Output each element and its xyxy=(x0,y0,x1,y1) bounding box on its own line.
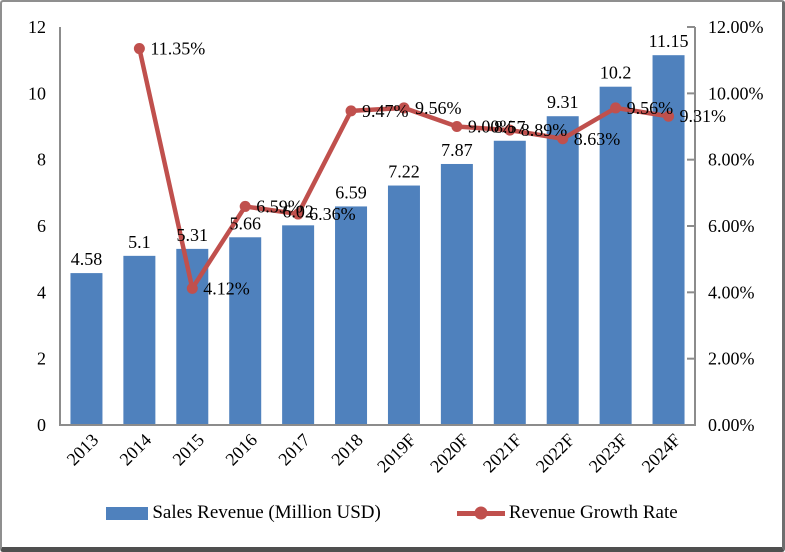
line-point xyxy=(398,102,410,114)
line-value-label: 6.36% xyxy=(309,204,356,224)
chart-legend: Sales Revenue (Million USD) Revenue Grow… xyxy=(2,502,782,524)
right-axis-tick-label: 10.00% xyxy=(708,83,764,103)
left-axis-tick-label: 12 xyxy=(28,17,46,37)
x-axis-category-label: 2016 xyxy=(221,430,261,470)
legend-swatch-dot xyxy=(474,506,488,520)
line-value-label: 4.12% xyxy=(203,278,250,298)
legend-item-sales-revenue: Sales Revenue (Million USD) xyxy=(106,502,381,524)
line-point xyxy=(451,121,463,132)
line-point xyxy=(292,208,304,220)
line-value-label: 9.56% xyxy=(415,98,462,118)
line-value-label: 9.31% xyxy=(680,106,727,126)
right-axis-tick-label: 6.00% xyxy=(708,216,755,236)
bar-sales-revenue xyxy=(546,116,579,426)
right-axis-tick-label: 12.00% xyxy=(708,17,764,37)
line-point xyxy=(557,133,569,145)
line-value-label: 11.35% xyxy=(150,39,205,59)
line-value-label: 9.00% xyxy=(468,117,515,137)
line-point xyxy=(133,43,145,55)
line-value-label: 6.59% xyxy=(256,196,303,216)
bar-sales-revenue xyxy=(387,185,420,425)
bar-value-label: 5.31 xyxy=(177,225,209,245)
bar-value-label: 6.02 xyxy=(282,201,314,221)
line-point xyxy=(186,282,198,294)
chart-canvas: 0 2 4 6 8 10 12 0.00% 2.00% 4.00% 6.00% 8.00% 10.00%… xyxy=(28,17,764,477)
bar-value-label: 7.22 xyxy=(388,162,420,182)
bar-sales-revenue xyxy=(440,163,473,425)
bar-value-label: 4.58 xyxy=(71,249,103,269)
left-axis-tick-label: 2 xyxy=(37,349,46,369)
line-value-label: 9.56% xyxy=(627,98,674,118)
right-axis-tick-label: 2.00% xyxy=(708,349,755,369)
right-axis-tick-label: 0.00% xyxy=(708,415,755,435)
x-axis-category-label: 2022F xyxy=(532,430,579,477)
left-axis-tick-label: 0 xyxy=(37,415,46,435)
bar-value-label: 5.66 xyxy=(229,213,261,233)
x-axis-category-label: 2014 xyxy=(116,430,156,470)
bar-value-label: 9.31 xyxy=(547,92,579,112)
bar-value-label: 8.57 xyxy=(494,117,526,137)
legend-swatch-bar xyxy=(106,506,149,520)
left-axis-tick-label: 6 xyxy=(37,216,46,236)
legend-swatch-line xyxy=(456,506,505,520)
x-axis-category-label: 2019F xyxy=(373,430,420,477)
bar-value-label: 5.1 xyxy=(128,232,151,252)
line-point xyxy=(610,102,622,114)
bar-sales-revenue xyxy=(229,237,262,425)
left-axis-tick-label: 10 xyxy=(28,83,46,103)
bar-sales-revenue xyxy=(493,140,526,426)
x-axis-category-label: 2020F xyxy=(426,430,473,477)
line-point xyxy=(504,124,516,136)
x-axis-category-label: 2018 xyxy=(327,430,367,470)
right-axis-tick-label: 4.00% xyxy=(708,282,755,302)
x-axis-category-label: 2017 xyxy=(274,430,314,470)
x-axis-category-label: 2023F xyxy=(585,430,632,477)
left-axis-tick-label: 4 xyxy=(37,282,46,302)
bar-value-label: 7.87 xyxy=(441,140,473,160)
bar-value-label: 10.2 xyxy=(600,63,632,83)
legend-label-sales-revenue: Sales Revenue (Million USD) xyxy=(152,502,381,523)
line-value-label: 8.89% xyxy=(521,120,568,140)
bar-sales-revenue xyxy=(282,225,315,425)
x-axis-category-label: 2024F xyxy=(638,430,685,477)
x-axis-category-label: 2021F xyxy=(479,430,526,477)
line-point xyxy=(345,105,357,117)
bar-sales-revenue xyxy=(176,248,209,425)
bar-sales-revenue xyxy=(599,86,632,425)
x-axis-category-label: 2013 xyxy=(63,430,103,470)
bar-sales-revenue xyxy=(123,255,156,425)
left-axis-tick-label: 8 xyxy=(37,150,46,170)
legend-label-growth-rate: Revenue Growth Rate xyxy=(508,502,678,523)
line-value-label: 8.63% xyxy=(574,129,621,149)
line-value-label: 9.47% xyxy=(362,101,409,121)
right-axis-tick-label: 8.00% xyxy=(708,150,755,170)
line-point xyxy=(663,110,675,122)
legend-item-growth-rate: Revenue Growth Rate xyxy=(456,502,678,524)
line-point xyxy=(239,200,251,212)
bar-sales-revenue xyxy=(335,206,368,425)
bar-value-label: 11.15 xyxy=(649,31,689,51)
x-axis-category-label: 2015 xyxy=(169,430,209,470)
bar-value-label: 6.59 xyxy=(335,182,367,202)
bar-sales-revenue xyxy=(70,273,103,425)
